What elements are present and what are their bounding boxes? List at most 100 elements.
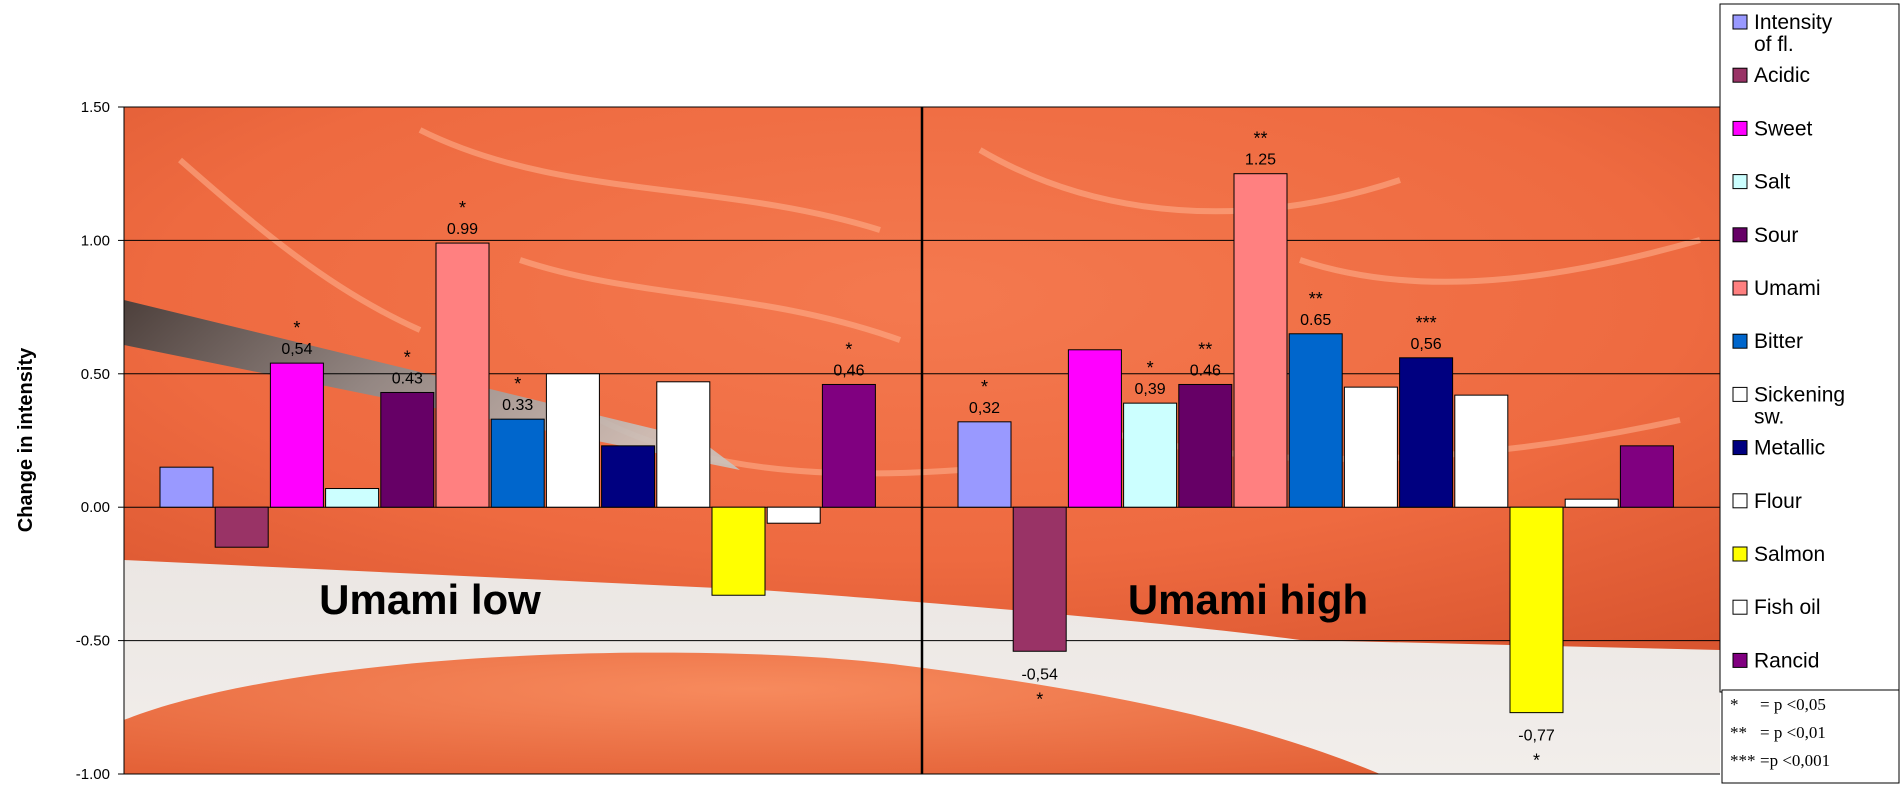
bar-umami-low-bitter	[490, 418, 545, 508]
significance-mark: **	[1309, 289, 1323, 309]
legend-label: Salmon	[1754, 543, 1825, 566]
significance-mark: *	[1533, 751, 1540, 771]
significance-mark: *	[404, 347, 411, 367]
bar-umami-high-acidic	[1012, 506, 1067, 652]
legend-swatch	[1732, 652, 1748, 668]
legend-box	[1719, 3, 1900, 693]
bar-umami-low-flour	[656, 381, 711, 508]
legend-label: Umami	[1754, 277, 1821, 300]
significance-mark: *	[514, 374, 521, 394]
y-tick-label: -0.50	[76, 633, 110, 650]
legend-swatch	[1732, 280, 1748, 296]
legend-swatch	[1732, 546, 1748, 562]
legend-item-acidic: Acidic	[1732, 64, 1810, 87]
legend-swatch	[1732, 493, 1748, 509]
legend-label: Sour	[1754, 224, 1798, 247]
legend-swatch	[1732, 227, 1748, 243]
bar-umami-low-sweet	[269, 362, 324, 508]
data-label: 0,54	[281, 341, 312, 358]
sig-meaning-3: =p <0,001	[1760, 751, 1830, 770]
legend-swatch	[1732, 599, 1748, 615]
legend-swatch	[1732, 386, 1748, 402]
significance-key: * = p <0,05 ** = p <0,01 *** =p <0,001	[1721, 689, 1900, 784]
significance-mark: ***	[1416, 313, 1437, 333]
y-tick-label: 0.00	[81, 499, 110, 516]
bar-umami-low-metallic	[601, 445, 656, 508]
significance-mark: *	[981, 377, 988, 397]
legend-swatch	[1732, 67, 1748, 83]
legend-label-continued: of fl.	[1754, 33, 1794, 56]
data-label: 0,46	[833, 362, 864, 379]
legend-label: Flour	[1754, 490, 1802, 513]
sig-meaning-2: = p <0,01	[1760, 723, 1826, 742]
y-tick-label: -1.00	[76, 766, 110, 783]
data-label: 0.46	[1190, 362, 1221, 379]
bar-umami-high-flour	[1454, 394, 1509, 508]
data-label: 0,39	[1135, 381, 1166, 398]
significance-mark: *	[459, 198, 466, 218]
legend-item-metallic: Metallic	[1732, 437, 1825, 460]
y-tick-label: 1.00	[81, 232, 110, 249]
significance-key-box	[1721, 689, 1900, 784]
legend-item-sweet: Sweet	[1732, 117, 1813, 140]
legend-label: Acidic	[1754, 64, 1810, 87]
legend-item-bitter: Bitter	[1732, 330, 1803, 353]
legend-label: Rancid	[1754, 649, 1819, 672]
bar-umami-low-rancid	[821, 383, 876, 508]
group-label-umami-low: Umami low	[319, 576, 541, 623]
bar-umami-low-salt	[325, 488, 380, 508]
bar-umami-high-sour	[1178, 383, 1233, 508]
bar-umami-low-acidic	[214, 506, 269, 548]
bar-umami-low-umami	[435, 242, 490, 508]
legend-swatch	[1732, 333, 1748, 349]
bars	[159, 173, 1674, 714]
sig-symbol-3: ***	[1730, 751, 1756, 770]
sig-symbol-1: *	[1730, 695, 1739, 714]
significance-mark: *	[845, 339, 852, 359]
bar-umami-low-sour	[380, 391, 435, 508]
legend-label: Sickening	[1754, 383, 1845, 406]
significance-mark: **	[1253, 129, 1267, 149]
legend-label: Sweet	[1754, 117, 1813, 140]
y-tick-label: 0.50	[81, 366, 110, 383]
legend-label: Intensity	[1754, 11, 1833, 34]
bar-umami-low-fish-oil	[766, 506, 821, 524]
bar-umami-high-sweet	[1067, 349, 1122, 508]
data-label: 0.99	[447, 221, 478, 238]
data-label: 0.43	[392, 370, 423, 387]
bar-umami-high-salt	[1123, 402, 1178, 508]
data-label: 0,32	[969, 400, 1000, 417]
legend-item-umami: Umami	[1732, 277, 1821, 300]
data-label: 1.25	[1245, 152, 1276, 169]
bar-umami-high-bitter	[1288, 333, 1343, 508]
legend-item-flour: Flour	[1732, 490, 1802, 513]
bar-umami-high-salmon	[1509, 506, 1564, 714]
legend-item-salt: Salt	[1732, 171, 1790, 194]
data-labels: 0,54 * 0.43 * 0.99 * 0.33 * 0,46 * 0,32 * -0,54 * 0,39…	[281, 129, 1555, 771]
y-tick-label: 1.50	[81, 99, 110, 116]
data-label: -0,54	[1021, 666, 1058, 683]
legend-label: Bitter	[1754, 330, 1803, 353]
group-label-umami-high: Umami high	[1128, 576, 1368, 623]
bar-umami-low-sickening-sw	[545, 373, 600, 508]
y-axis-label: Change in intensity	[15, 347, 37, 532]
bar-umami-high-metallic	[1399, 357, 1454, 508]
legend-swatch	[1732, 120, 1748, 136]
bar-umami-low-intensity-of-fl	[159, 466, 214, 508]
significance-mark: *	[1147, 358, 1154, 378]
significance-mark: *	[1036, 689, 1043, 709]
legend-item-fish-oil: Fish oil	[1732, 596, 1821, 619]
bar-umami-high-rancid	[1619, 445, 1674, 508]
legend-swatch	[1732, 440, 1748, 456]
bar-umami-low-salmon	[711, 506, 766, 596]
significance-mark: *	[293, 318, 300, 338]
data-label: 0.33	[502, 397, 533, 414]
bar-umami-high-fish-oil	[1564, 498, 1619, 508]
bar-umami-high-sickening-sw	[1343, 386, 1398, 508]
legend-swatch	[1732, 174, 1748, 190]
legend-item-rancid: Rancid	[1732, 649, 1819, 672]
